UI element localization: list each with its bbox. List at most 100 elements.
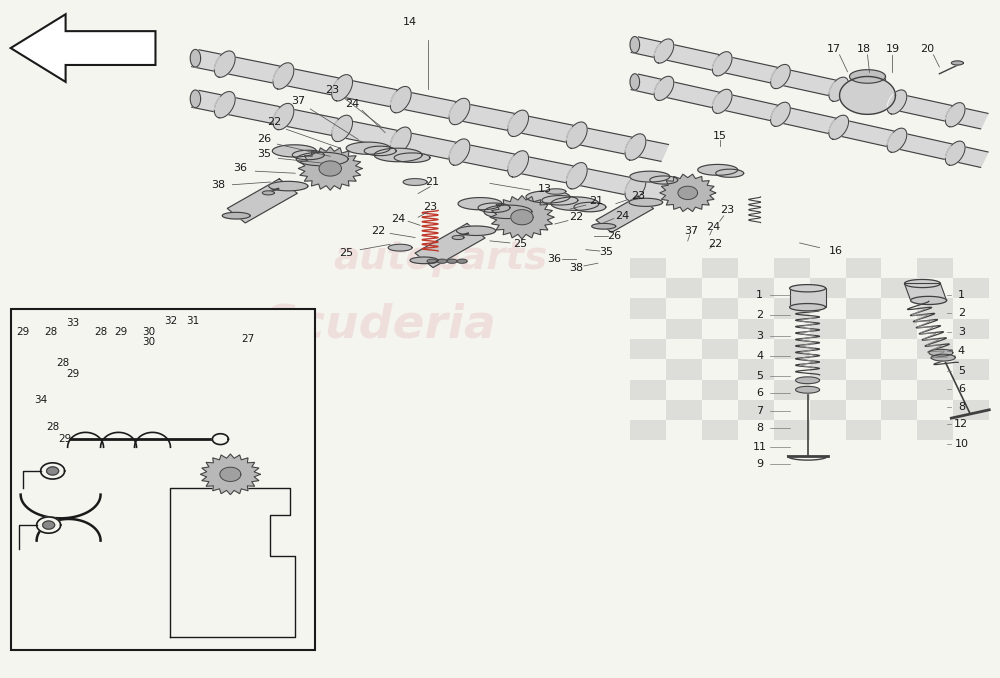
Text: 14: 14 bbox=[403, 18, 417, 27]
Text: 30: 30 bbox=[142, 337, 155, 346]
Polygon shape bbox=[415, 224, 485, 268]
Polygon shape bbox=[319, 161, 341, 176]
Polygon shape bbox=[272, 145, 316, 157]
Text: 25: 25 bbox=[339, 248, 353, 258]
Text: 24: 24 bbox=[707, 222, 721, 233]
Bar bbox=[774, 380, 810, 400]
Polygon shape bbox=[508, 110, 529, 136]
Bar bbox=[846, 339, 881, 359]
Bar bbox=[666, 278, 702, 298]
Text: 7: 7 bbox=[756, 406, 763, 416]
Polygon shape bbox=[490, 195, 554, 239]
Polygon shape bbox=[660, 174, 716, 212]
Polygon shape bbox=[273, 104, 294, 129]
Text: 22: 22 bbox=[569, 212, 583, 222]
Text: 17: 17 bbox=[826, 45, 841, 54]
Bar bbox=[810, 400, 846, 420]
Polygon shape bbox=[790, 304, 826, 311]
Text: 2: 2 bbox=[958, 308, 965, 318]
Bar bbox=[846, 298, 881, 319]
Polygon shape bbox=[508, 151, 529, 177]
Text: 32: 32 bbox=[164, 317, 177, 326]
Polygon shape bbox=[192, 90, 668, 202]
Text: 25: 25 bbox=[513, 239, 527, 250]
Text: 29: 29 bbox=[114, 327, 127, 337]
Polygon shape bbox=[390, 87, 411, 113]
Bar bbox=[774, 298, 810, 319]
Text: 5: 5 bbox=[958, 366, 965, 376]
Polygon shape bbox=[542, 195, 578, 205]
Polygon shape bbox=[452, 235, 464, 239]
Polygon shape bbox=[190, 49, 201, 67]
Polygon shape bbox=[629, 198, 663, 206]
Text: 23: 23 bbox=[721, 205, 735, 216]
Bar bbox=[702, 298, 738, 319]
Polygon shape bbox=[200, 454, 260, 495]
Polygon shape bbox=[551, 197, 599, 210]
Polygon shape bbox=[630, 74, 640, 90]
Text: 38: 38 bbox=[569, 263, 583, 273]
Polygon shape bbox=[346, 142, 390, 155]
Polygon shape bbox=[484, 205, 532, 218]
Bar bbox=[917, 420, 953, 441]
Polygon shape bbox=[458, 197, 502, 210]
Polygon shape bbox=[574, 202, 606, 212]
Polygon shape bbox=[292, 151, 324, 160]
Bar bbox=[11, 308, 315, 650]
Polygon shape bbox=[678, 186, 698, 199]
Polygon shape bbox=[222, 212, 250, 219]
Polygon shape bbox=[654, 77, 674, 100]
Polygon shape bbox=[796, 377, 820, 384]
Polygon shape bbox=[931, 354, 955, 361]
Bar bbox=[917, 298, 953, 319]
Bar bbox=[630, 420, 666, 441]
Polygon shape bbox=[887, 90, 907, 114]
Text: 5: 5 bbox=[756, 372, 763, 381]
Polygon shape bbox=[478, 203, 510, 212]
Text: 22: 22 bbox=[267, 117, 281, 127]
Bar bbox=[738, 359, 774, 380]
Text: 8: 8 bbox=[756, 423, 763, 433]
Polygon shape bbox=[437, 259, 447, 263]
Text: 3: 3 bbox=[756, 331, 763, 340]
Bar bbox=[846, 258, 881, 278]
Bar bbox=[953, 319, 989, 339]
Text: autoparts: autoparts bbox=[333, 239, 547, 277]
Text: 29: 29 bbox=[66, 370, 79, 379]
Polygon shape bbox=[904, 283, 947, 300]
Polygon shape bbox=[945, 102, 965, 127]
Bar bbox=[630, 258, 666, 278]
Polygon shape bbox=[220, 467, 241, 481]
Text: 28: 28 bbox=[94, 327, 107, 337]
Bar bbox=[774, 420, 810, 441]
Polygon shape bbox=[212, 434, 228, 445]
Bar bbox=[738, 400, 774, 420]
Text: 11: 11 bbox=[753, 442, 767, 452]
Polygon shape bbox=[37, 517, 61, 533]
Text: 18: 18 bbox=[856, 45, 871, 54]
Bar bbox=[881, 400, 917, 420]
Text: 24: 24 bbox=[345, 98, 359, 108]
Bar bbox=[702, 258, 738, 278]
Polygon shape bbox=[625, 174, 646, 201]
Polygon shape bbox=[374, 148, 422, 162]
Text: 28: 28 bbox=[56, 359, 69, 368]
Text: 26: 26 bbox=[607, 231, 621, 241]
Text: 13: 13 bbox=[538, 184, 552, 194]
Text: 28: 28 bbox=[46, 422, 59, 432]
Polygon shape bbox=[43, 521, 55, 529]
Polygon shape bbox=[790, 285, 826, 292]
Polygon shape bbox=[449, 98, 470, 125]
Bar bbox=[738, 278, 774, 298]
Bar bbox=[666, 359, 702, 380]
Text: 16: 16 bbox=[829, 246, 843, 256]
Text: 31: 31 bbox=[186, 317, 199, 326]
Polygon shape bbox=[214, 51, 235, 77]
Polygon shape bbox=[526, 191, 570, 203]
Polygon shape bbox=[771, 102, 790, 126]
Polygon shape bbox=[630, 37, 640, 53]
Polygon shape bbox=[712, 52, 732, 76]
Bar bbox=[917, 339, 953, 359]
Text: 8: 8 bbox=[958, 401, 965, 412]
Polygon shape bbox=[596, 196, 653, 233]
